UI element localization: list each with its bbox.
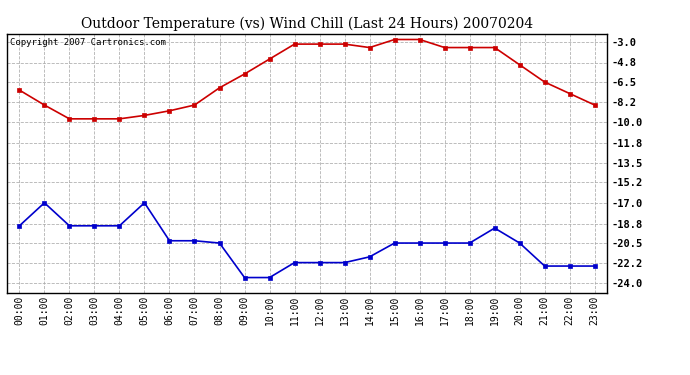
Text: Copyright 2007 Cartronics.com: Copyright 2007 Cartronics.com xyxy=(10,38,166,46)
Title: Outdoor Temperature (vs) Wind Chill (Last 24 Hours) 20070204: Outdoor Temperature (vs) Wind Chill (Las… xyxy=(81,17,533,31)
